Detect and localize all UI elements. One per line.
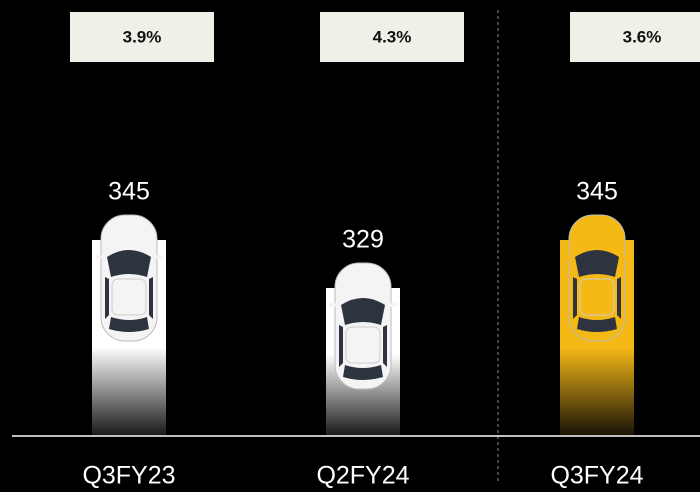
side-window-l <box>573 277 577 319</box>
mirror-l <box>95 255 102 259</box>
windshield <box>107 250 151 277</box>
roof <box>579 278 615 316</box>
mirror-r <box>624 255 631 259</box>
mirror-r <box>156 255 163 259</box>
side-window-l <box>339 325 343 367</box>
roof <box>345 326 381 364</box>
side-window-r <box>149 277 153 319</box>
x-tick-label: Q3FY24 <box>550 462 643 490</box>
percent-label: 4.3% <box>373 27 412 46</box>
x-tick-label: Q2FY24 <box>316 462 409 490</box>
rear-window <box>343 365 383 380</box>
car-icon <box>329 262 397 390</box>
side-window-l <box>105 277 109 319</box>
mirror-l <box>329 303 336 307</box>
label-box <box>320 12 464 62</box>
value-label: 329 <box>342 226 384 254</box>
label-box <box>70 12 214 62</box>
value-label: 345 <box>108 178 150 206</box>
roof <box>111 278 147 316</box>
car-icon <box>95 214 163 342</box>
value-label: 345 <box>576 178 618 206</box>
rear-window <box>577 317 617 332</box>
x-tick-label: Q3FY23 <box>82 462 175 490</box>
windshield <box>575 250 619 277</box>
mirror-l <box>563 255 570 259</box>
percent-label: 3.6% <box>623 27 662 46</box>
windshield <box>341 298 385 325</box>
car-icon <box>563 214 631 342</box>
mirror-r <box>390 303 397 307</box>
label-box <box>570 12 700 62</box>
side-window-r <box>617 277 621 319</box>
percent-label: 3.9% <box>123 27 162 46</box>
rear-window <box>109 317 149 332</box>
side-window-r <box>383 325 387 367</box>
